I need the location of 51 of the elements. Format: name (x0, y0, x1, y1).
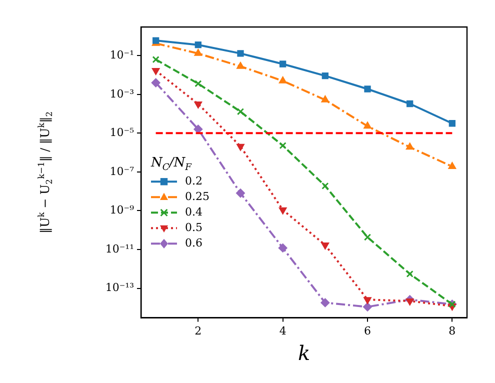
x-axis-title: k (298, 341, 310, 366)
point (151, 78, 160, 88)
point (320, 298, 330, 308)
x-tick-label: 8 (448, 324, 456, 338)
point (364, 297, 372, 304)
y-tick-label: 10⁻³ (110, 87, 134, 100)
point (321, 242, 330, 250)
point (237, 50, 244, 57)
point (322, 182, 329, 190)
point (236, 144, 244, 151)
legend-label: 0.6 (185, 236, 202, 250)
x-tick-label: 4 (279, 324, 286, 338)
legend-label: 0.25 (185, 190, 210, 204)
point (364, 86, 371, 92)
point (194, 102, 202, 109)
point (152, 56, 160, 64)
point (406, 142, 414, 150)
y-tick-label: 10⁻⁷ (110, 164, 135, 178)
point (236, 62, 244, 69)
point (406, 298, 414, 306)
legend-label: 0.4 (185, 206, 202, 219)
text: ‖Uk − U2k−1‖ / ‖Uk‖2 (36, 111, 54, 234)
point (278, 76, 287, 84)
point (321, 95, 330, 102)
point (363, 302, 372, 312)
point (322, 72, 328, 80)
point (152, 68, 160, 76)
point (236, 108, 244, 116)
point (406, 270, 414, 278)
point (279, 142, 286, 150)
point (278, 207, 287, 214)
point (406, 100, 414, 108)
point (194, 42, 202, 48)
y-tick-label: 10⁻⁵ (110, 126, 134, 140)
y-tick-label: 10⁻⁹ (110, 204, 135, 217)
legend-label: 0.2 (185, 174, 202, 188)
point (278, 243, 288, 252)
point (448, 120, 456, 127)
y-tick-label: 10⁻¹³ (105, 281, 134, 294)
legend-label: 0.5 (185, 221, 202, 234)
x-tick-label: 6 (364, 324, 372, 338)
y-tick-label: 10⁻¹ (110, 48, 134, 62)
x-tick-label: 2 (194, 324, 202, 338)
point (364, 122, 372, 129)
point (448, 162, 456, 170)
point (280, 60, 286, 68)
point (194, 48, 202, 56)
point (364, 234, 372, 241)
point (194, 80, 202, 88)
y-tick-label: 10⁻¹¹ (105, 242, 134, 256)
point (236, 188, 245, 198)
